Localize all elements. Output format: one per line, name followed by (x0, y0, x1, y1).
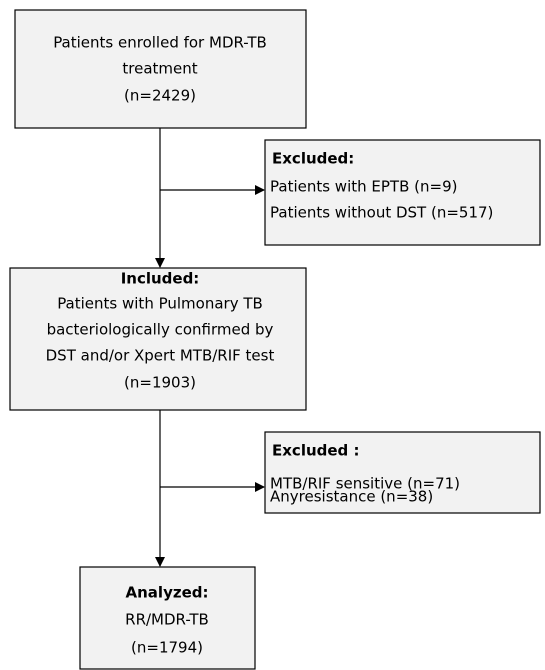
box (264, 139, 541, 246)
box-text: Patients with EPTB (n=9) (270, 178, 457, 196)
box-text: RR/MDR-TB (125, 611, 209, 629)
box-text: Patients with Pulmonary TB (57, 295, 263, 313)
box-text: (n=2429) (124, 87, 196, 105)
box-text: Anyresistance (n=38) (270, 488, 433, 506)
box-title: Analyzed: (126, 584, 209, 602)
box-text: DST and/or Xpert MTB/RIF test (46, 347, 275, 365)
box (14, 9, 307, 129)
box-title: Excluded: (272, 150, 354, 168)
box-text: MTB/RIF sensitive (n=71) (270, 475, 460, 493)
box-title: Excluded : (272, 442, 360, 460)
box-text: bacteriologically confirmed by (47, 321, 274, 339)
box (79, 566, 256, 670)
box-text: treatment (122, 60, 197, 78)
box-title: Included: (121, 270, 200, 288)
box-text: Patients without DST (n=517) (270, 204, 493, 222)
box-text: Patients enrolled for MDR-TB (53, 34, 267, 52)
box-text: (n=1903) (124, 374, 196, 392)
box (9, 267, 307, 411)
box-text: (n=1794) (131, 639, 203, 657)
box (264, 431, 541, 514)
